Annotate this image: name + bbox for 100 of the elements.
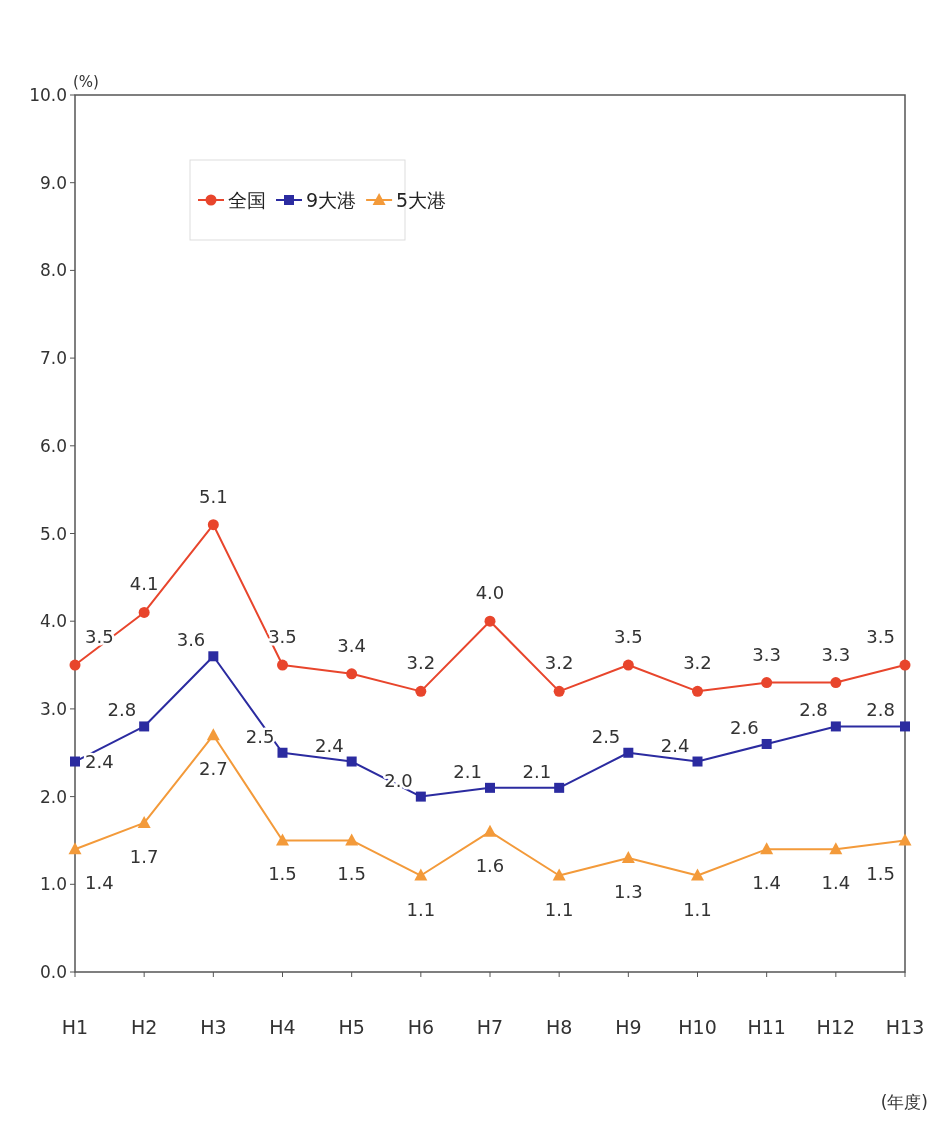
y-axis-title: (%)	[73, 73, 99, 91]
data-label: 3.2	[544, 652, 574, 674]
x-tick-label: H3	[200, 1016, 227, 1038]
point	[829, 842, 843, 855]
point	[761, 677, 773, 689]
legend-label: 5大港	[396, 189, 447, 211]
point	[206, 728, 220, 741]
point	[276, 833, 289, 846]
point	[554, 782, 565, 793]
data-label: 1.7	[129, 845, 159, 867]
point	[898, 833, 912, 846]
y-tick-label: 8.0	[39, 260, 67, 281]
point	[830, 677, 842, 689]
point	[414, 868, 428, 881]
data-label: 3.4	[337, 634, 366, 656]
point	[415, 685, 427, 697]
y-tick-label: 0.0	[39, 962, 67, 982]
data-label: 5.1	[199, 485, 228, 507]
data-label: 1.1	[544, 898, 574, 920]
data-label: 4.0	[475, 582, 505, 604]
data-label: 1.5	[268, 863, 297, 885]
point	[277, 747, 288, 758]
legend-label: 9大港	[306, 189, 357, 211]
data-label: 3.5	[85, 626, 114, 648]
data-label: 2.4	[85, 750, 114, 772]
data-label: 3.3	[821, 643, 851, 665]
point	[623, 747, 634, 758]
data-label: 2.5	[591, 725, 621, 747]
point	[760, 842, 774, 855]
data-label: 1.4	[752, 872, 781, 894]
y-tick-label: 7.0	[39, 348, 67, 369]
point	[900, 721, 910, 732]
point	[761, 738, 772, 749]
point	[207, 519, 219, 531]
data-label: 3.5	[268, 626, 297, 648]
data-label: 3.2	[683, 652, 712, 674]
data-label: 3.6	[176, 629, 206, 651]
point	[485, 782, 495, 793]
data-label: 2.4	[315, 734, 344, 756]
x-tick-label: H10	[678, 1016, 717, 1038]
data-label: 1.5	[337, 863, 366, 885]
data-label: 1.1	[683, 898, 712, 920]
data-label: 1.4	[821, 872, 851, 894]
point	[139, 721, 150, 732]
x-tick-label: H9	[615, 1016, 642, 1038]
x-tick-label: H6	[407, 1016, 435, 1038]
point	[137, 815, 151, 828]
x-tick-label: H1	[61, 1016, 89, 1038]
data-label: 2.7	[199, 758, 228, 780]
point	[552, 868, 566, 881]
data-label: 2.8	[107, 699, 137, 721]
data-label: 1.1	[406, 898, 436, 920]
data-label: 1.6	[475, 854, 505, 876]
x-tick-label: H12	[816, 1016, 856, 1038]
data-label: 3.5	[614, 626, 643, 648]
data-label: 1.5	[866, 863, 895, 885]
data-label: 2.5	[245, 725, 275, 747]
point	[345, 833, 359, 846]
data-label: 2.6	[730, 716, 759, 738]
x-tick-label: H13	[885, 1016, 925, 1038]
y-tick-label: 9.0	[39, 172, 67, 193]
data-label: 2.0	[384, 769, 413, 791]
x-tick-label: H4	[269, 1016, 296, 1038]
point	[415, 791, 426, 802]
point	[346, 756, 357, 767]
data-label: 2.8	[799, 699, 828, 721]
point	[70, 756, 80, 767]
x-tick-label: H8	[545, 1016, 573, 1038]
point	[899, 659, 911, 671]
point	[346, 668, 358, 680]
point	[691, 868, 704, 881]
point	[483, 824, 497, 837]
point	[138, 606, 150, 618]
point	[621, 850, 635, 863]
point	[830, 721, 841, 732]
data-label: 2.8	[866, 699, 895, 721]
x-axis-title: (年度)	[880, 1092, 928, 1112]
data-label: 2.1	[453, 760, 482, 782]
y-tick-label: 6.0	[39, 435, 67, 456]
data-label: 3.5	[866, 626, 895, 648]
legend-label: 全国	[228, 189, 266, 211]
y-tick-label: 2.0	[39, 786, 67, 807]
x-tick-label: H2	[130, 1016, 158, 1038]
point	[622, 659, 634, 671]
y-tick-label: 5.0	[39, 523, 67, 544]
data-label: 1.3	[614, 880, 643, 902]
y-tick-label: 1.0	[39, 874, 67, 895]
point	[69, 659, 81, 671]
point	[692, 756, 703, 767]
x-tick-label: H5	[338, 1016, 365, 1038]
data-label: 4.1	[129, 573, 159, 595]
data-label: 3.2	[406, 652, 436, 674]
data-label: 3.3	[752, 643, 781, 665]
point	[208, 651, 219, 662]
data-label: 1.4	[85, 872, 114, 894]
data-label: 2.1	[522, 760, 552, 782]
point	[277, 659, 288, 671]
y-tick-label: 4.0	[39, 611, 67, 632]
point	[68, 842, 82, 855]
point	[484, 615, 496, 627]
